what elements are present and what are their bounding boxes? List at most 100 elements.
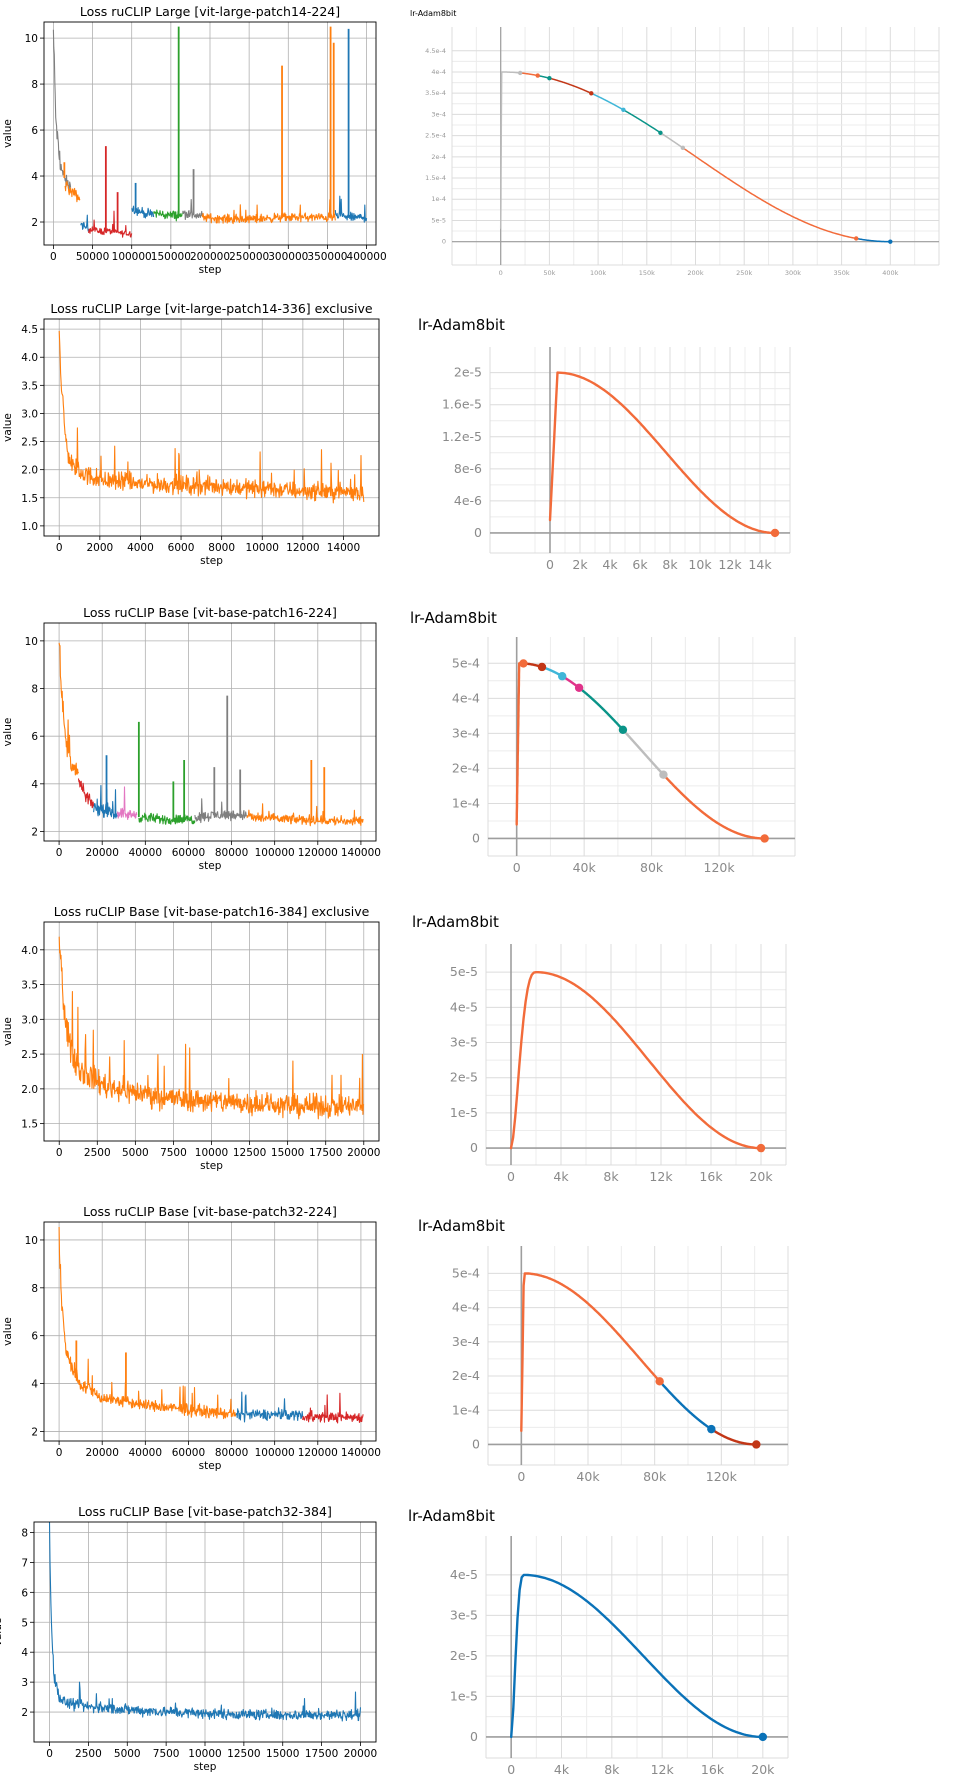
x-tick-label: 100k bbox=[590, 269, 606, 277]
loss-chart-2: 0 2000 4000 6000 8000 10000 12000 14000 1.0 1.5 2.… bbox=[2, 301, 380, 567]
y-tick-label: 3e-4 bbox=[431, 110, 446, 118]
y-tick-label: 3e-5 bbox=[450, 1607, 478, 1622]
x-tick-label: 20000 bbox=[86, 1447, 119, 1459]
x-tick-label: 5000 bbox=[122, 1147, 149, 1159]
y-tick-label: 5e-5 bbox=[431, 216, 446, 224]
x-tick-label: 0 bbox=[517, 1469, 525, 1484]
x-tick-label: 10000 bbox=[246, 542, 279, 554]
y-tick-label: 5 bbox=[21, 1617, 28, 1629]
lr-marker-0 bbox=[770, 528, 780, 538]
series-line-1 bbox=[77, 778, 95, 809]
plot-frame bbox=[43, 21, 377, 246]
x-tick-label: 20000 bbox=[344, 1748, 377, 1760]
chart-title: Loss ruCLIP Large [vit-large-patch14-336… bbox=[50, 301, 373, 316]
lr-segment-4 bbox=[577, 686, 625, 731]
lr-segment-5 bbox=[622, 109, 662, 134]
x-tick-label: 0 bbox=[507, 1762, 515, 1777]
lr-chart-1: 0 50k 100k 150k 200k 250k 300k 350k 400k 0 5e-5 1e-… bbox=[410, 9, 940, 277]
y-tick-label: 2e-4 bbox=[452, 1368, 480, 1383]
y-tick-label: 4.0 bbox=[21, 945, 38, 957]
y-tick-label: 2e-5 bbox=[450, 1070, 478, 1085]
x-tick-label: 4k bbox=[553, 1169, 569, 1184]
x-tick-label: 80000 bbox=[215, 1447, 248, 1459]
chart-title: Loss ruCLIP Large [vit-large-patch14-224… bbox=[80, 4, 340, 19]
x-axis-label: step bbox=[199, 860, 222, 872]
series-line-7 bbox=[201, 199, 336, 225]
y-tick-label: 2.5e-4 bbox=[425, 132, 446, 140]
x-tick-label: 15000 bbox=[266, 1748, 299, 1760]
x-tick-label: 12k bbox=[718, 557, 742, 572]
chart-title: lr-Adam8bit bbox=[412, 913, 499, 931]
series-line-0 bbox=[58, 642, 80, 776]
x-tick-label: 120k bbox=[704, 860, 736, 875]
lr-segment-0 bbox=[548, 371, 777, 535]
loss-chart-10: 0 2500 5000 7500 10000 12500 15000 17500 20000 2 3… bbox=[0, 1504, 377, 1773]
chart-title: Loss ruCLIP Base [vit-base-patch32-384] bbox=[78, 1504, 332, 1519]
lr-marker-0 bbox=[756, 1143, 766, 1153]
series-line-0 bbox=[58, 330, 365, 504]
y-axis-label: value bbox=[2, 413, 14, 442]
series-group bbox=[58, 642, 364, 827]
x-tick-label: 0 bbox=[507, 1169, 515, 1184]
plot-frame bbox=[43, 622, 377, 842]
lr-segment-0 bbox=[520, 1272, 661, 1432]
x-tick-label: 0 bbox=[56, 1147, 63, 1159]
y-tick-label: 0 bbox=[470, 1140, 478, 1155]
y-tick-label: 2e-4 bbox=[431, 153, 446, 161]
y-tick-label: 3.0 bbox=[21, 1014, 38, 1026]
x-tick-label: 0 bbox=[56, 1447, 63, 1459]
y-tick-label: 0 bbox=[472, 830, 480, 845]
x-tick-label: 17500 bbox=[309, 1147, 342, 1159]
x-tick-label: 200000 bbox=[190, 251, 230, 263]
y-tick-label: 1e-4 bbox=[452, 795, 480, 810]
y-tick-label: 1.5e-4 bbox=[425, 174, 446, 182]
y-tick-label: 4 bbox=[31, 779, 38, 791]
y-tick-label: 4 bbox=[31, 1379, 38, 1391]
y-axis-label: value bbox=[2, 718, 14, 747]
x-tick-label: 40k bbox=[576, 1469, 600, 1484]
y-tick-label: 8 bbox=[21, 1527, 28, 1539]
lr-segment-2 bbox=[710, 1427, 758, 1446]
x-tick-label: 0 bbox=[46, 1748, 53, 1760]
y-tick-label: 4.5e-4 bbox=[425, 47, 446, 55]
y-tick-label: 2 bbox=[31, 217, 38, 229]
y-tick-label: 8 bbox=[31, 684, 38, 696]
x-axis-label: step bbox=[199, 1460, 222, 1472]
series-line-4 bbox=[138, 812, 196, 825]
lr-segment-3 bbox=[548, 77, 593, 95]
y-tick-label: 5e-5 bbox=[450, 964, 478, 979]
lr-marker-8 bbox=[888, 239, 893, 244]
lr-segment-1 bbox=[658, 1380, 713, 1431]
x-tick-label: 12000 bbox=[286, 542, 319, 554]
x-tick-label: 4000 bbox=[127, 542, 154, 554]
series-group bbox=[48, 1522, 362, 1722]
lr-segment-0 bbox=[509, 971, 763, 1150]
y-tick-label: 10 bbox=[25, 636, 38, 648]
x-tick-label: 6k bbox=[632, 557, 648, 572]
lr-marker-4 bbox=[618, 725, 628, 735]
x-tick-label: 350k bbox=[834, 269, 850, 277]
plot-frame bbox=[33, 1521, 377, 1743]
x-tick-label: 0 bbox=[50, 251, 57, 263]
series-group bbox=[52, 26, 368, 238]
y-tick-label: 3.0 bbox=[21, 408, 38, 420]
x-tick-label: 100000 bbox=[255, 1447, 295, 1459]
loss-chart-6: 0 2500 5000 7500 10000 12500 15000 17500 20000 1.… bbox=[2, 904, 380, 1172]
x-axis-label: step bbox=[194, 1761, 217, 1773]
chart-title: lr-Adam8bit bbox=[408, 1507, 495, 1525]
series-line-6 bbox=[182, 198, 203, 221]
plot-frame bbox=[43, 318, 380, 537]
series-line-3 bbox=[88, 210, 133, 238]
series-line-2 bbox=[93, 784, 118, 820]
series-line-3 bbox=[116, 786, 138, 821]
y-tick-label: 4 bbox=[21, 1647, 28, 1659]
x-tick-label: 40000 bbox=[129, 1447, 162, 1459]
loss-chart-4: 0 20000 40000 60000 80000 100000 120000 140000 2… bbox=[2, 605, 381, 872]
x-tick-label: 15000 bbox=[271, 1147, 304, 1159]
x-tick-label: 0 bbox=[499, 269, 503, 277]
x-tick-label: 400k bbox=[882, 269, 898, 277]
x-tick-label: 400000 bbox=[347, 251, 387, 263]
y-tick-label: 6 bbox=[31, 731, 38, 743]
x-tick-label: 0 bbox=[56, 542, 63, 554]
lr-chart-3: 0 2k 4k 6k 8k 10k 12k 14k 0 4e-6 8e-6 1.2e-5 1.6e-5 2… bbox=[418, 316, 791, 572]
